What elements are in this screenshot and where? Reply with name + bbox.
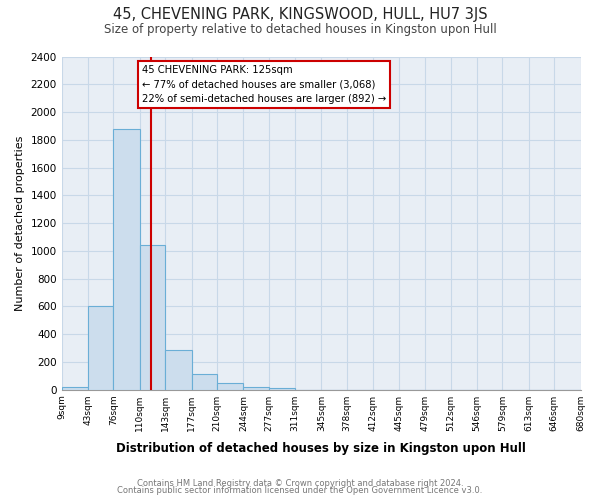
Text: 45 CHEVENING PARK: 125sqm
← 77% of detached houses are smaller (3,068)
22% of se: 45 CHEVENING PARK: 125sqm ← 77% of detac… xyxy=(142,65,386,104)
Bar xyxy=(217,384,244,390)
Bar xyxy=(191,374,217,390)
Bar xyxy=(62,387,88,390)
Bar xyxy=(165,350,191,390)
Bar xyxy=(88,306,113,390)
Text: Contains HM Land Registry data © Crown copyright and database right 2024.: Contains HM Land Registry data © Crown c… xyxy=(137,478,463,488)
X-axis label: Distribution of detached houses by size in Kingston upon Hull: Distribution of detached houses by size … xyxy=(116,442,526,455)
Bar xyxy=(244,387,269,390)
Bar xyxy=(140,246,165,390)
Text: Contains public sector information licensed under the Open Government Licence v3: Contains public sector information licen… xyxy=(118,486,482,495)
Text: 45, CHEVENING PARK, KINGSWOOD, HULL, HU7 3JS: 45, CHEVENING PARK, KINGSWOOD, HULL, HU7… xyxy=(113,8,487,22)
Y-axis label: Number of detached properties: Number of detached properties xyxy=(15,136,25,311)
Bar xyxy=(269,388,295,390)
Bar xyxy=(113,128,140,390)
Text: Size of property relative to detached houses in Kingston upon Hull: Size of property relative to detached ho… xyxy=(104,22,496,36)
